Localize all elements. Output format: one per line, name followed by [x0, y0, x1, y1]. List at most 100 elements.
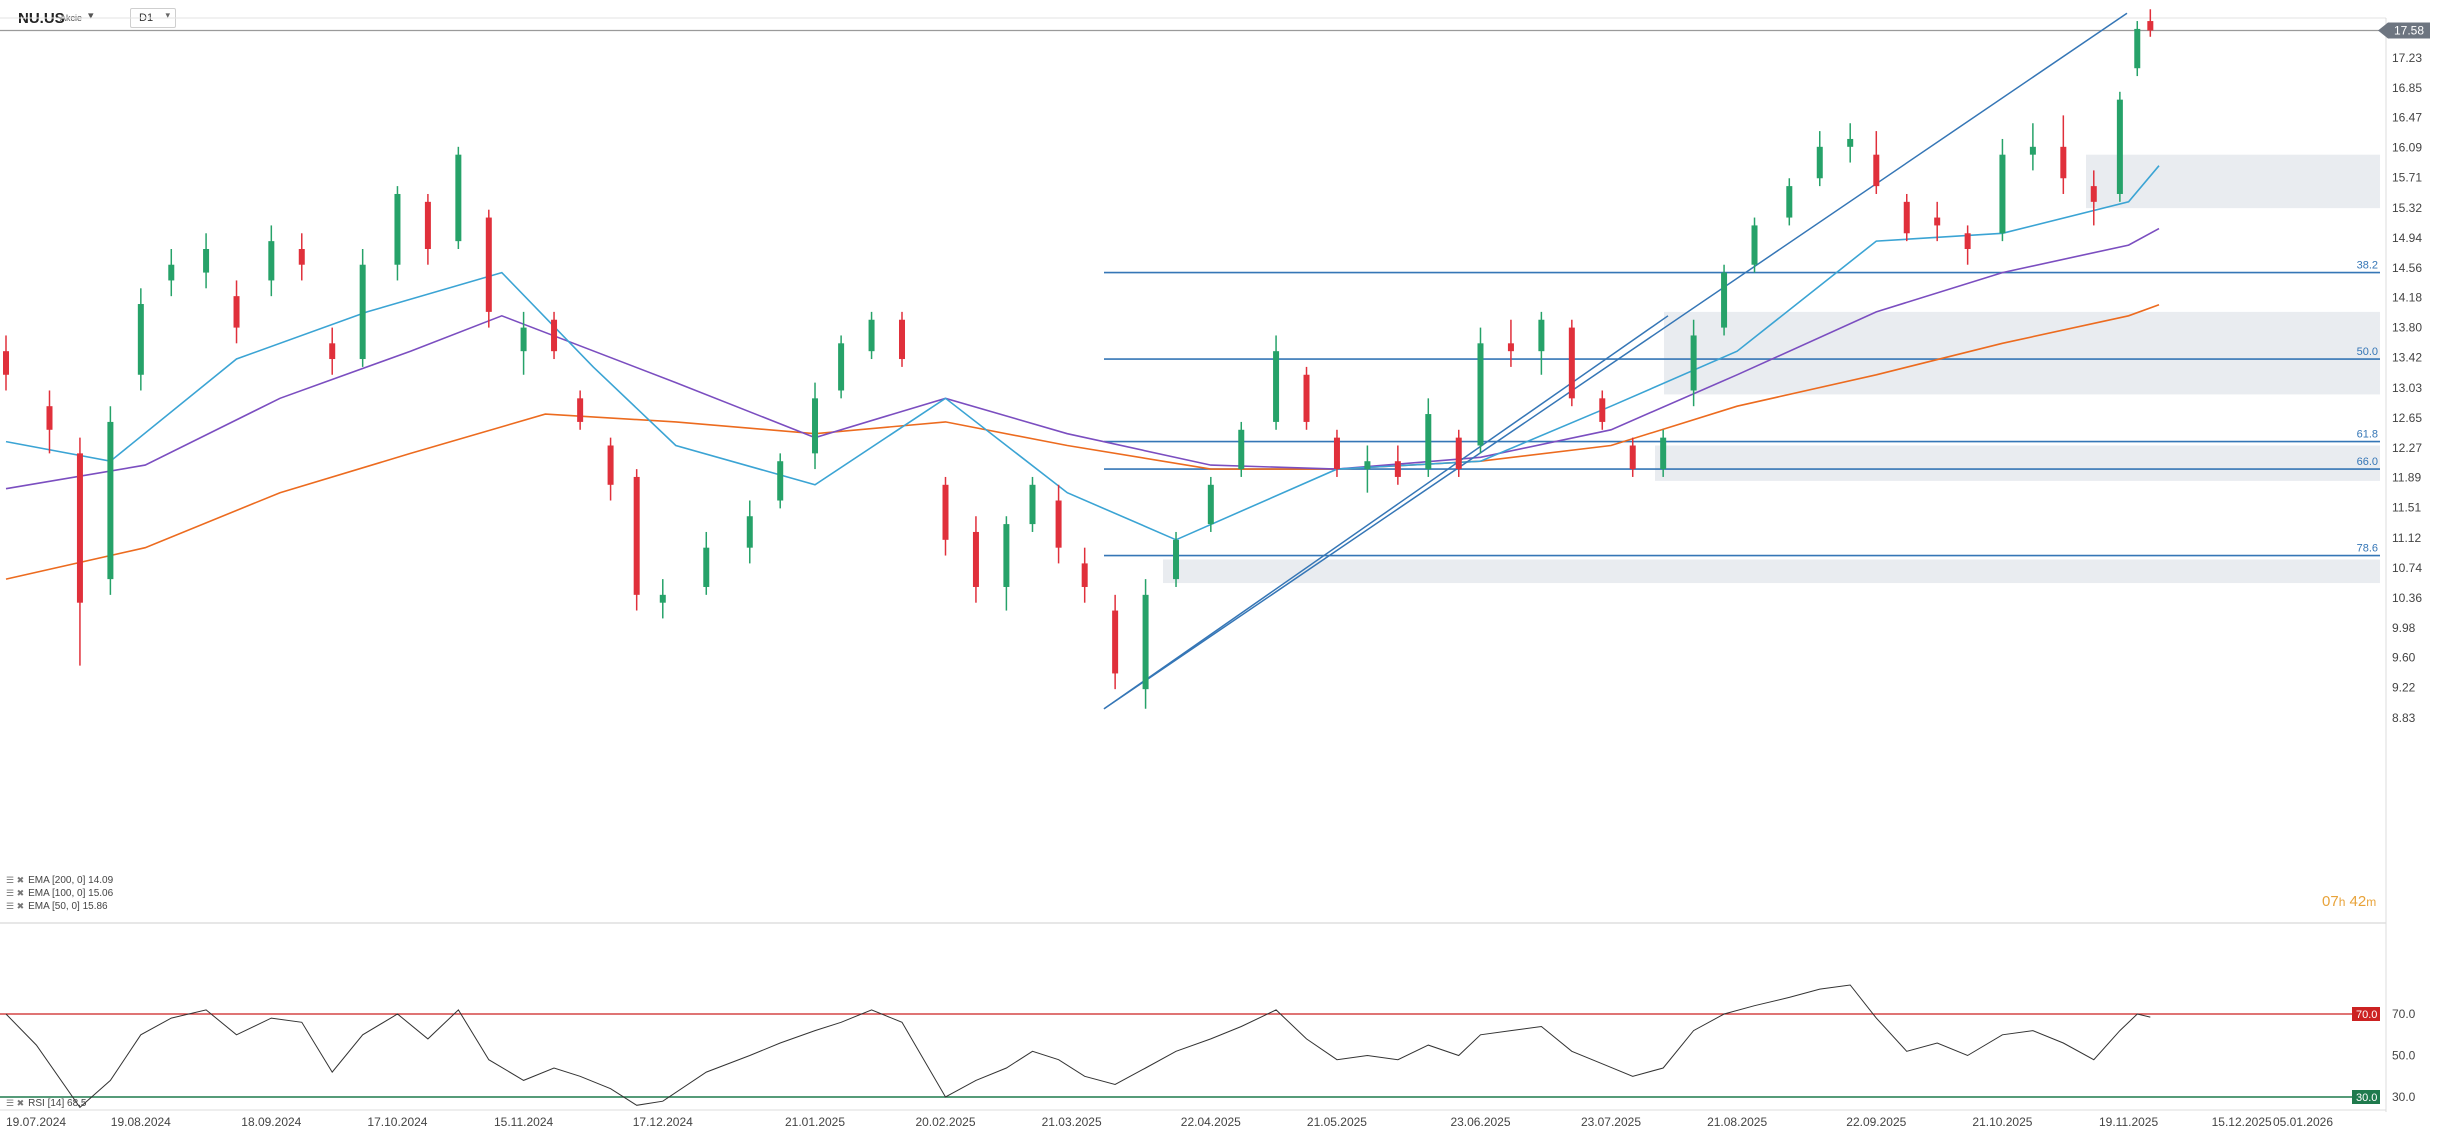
candle-body [1786, 186, 1793, 218]
legend-ema100[interactable]: ☰ ✖ EMA [100, 0] 15.06 [6, 888, 113, 899]
price-axis-label: 14.56 [2392, 261, 2422, 275]
trendline-upper [1103, 12, 2128, 710]
demand-zone [1655, 445, 2380, 481]
date-axis-label: 21.10.2025 [1972, 1115, 2032, 1129]
candle-body [1273, 351, 1280, 422]
legend-rsi[interactable]: ☰ ✖ RSI [14] 68.5 [6, 1098, 87, 1109]
candle-body [1173, 539, 1180, 580]
candle-body [1207, 484, 1214, 525]
settings-icon[interactable]: ☰ ✖ [6, 875, 25, 885]
fib-level-label: 78.6 [2357, 543, 2378, 555]
candle-body [2147, 21, 2154, 31]
price-axis-label: 14.94 [2392, 231, 2422, 245]
rsi-lower-tag [2352, 1090, 2380, 1104]
legend-rsi-label: RSI [14] 68.5 [28, 1098, 87, 1109]
candle-body [1903, 201, 1910, 234]
settings-icon[interactable]: ☰ ✖ [6, 1098, 25, 1108]
candle-body [1333, 437, 1340, 470]
candle-body [1629, 445, 1636, 470]
candle-body [1847, 138, 1854, 147]
candle-body [394, 193, 401, 265]
candle-body [424, 201, 431, 249]
date-axis-label: 19.07.2024 [6, 1115, 66, 1129]
price-axis-label: 10.36 [2392, 591, 2422, 605]
candle-body [298, 248, 305, 265]
date-axis-label: 19.08.2024 [111, 1115, 171, 1129]
date-axis-label: 15.12.2025 [2212, 1115, 2272, 1129]
candle-body [1425, 414, 1432, 470]
candle-body [2060, 146, 2067, 179]
candle-body [1394, 461, 1401, 477]
candle-body [1999, 154, 2006, 234]
fib-level-label: 50.0 [2357, 346, 2378, 358]
legend-ema200-label: EMA [200, 0] 14.09 [28, 875, 114, 886]
candle-body [485, 217, 492, 312]
demand-zone [1163, 559, 2380, 584]
candle-body [1816, 146, 1823, 179]
date-axis-label: 22.09.2025 [1846, 1115, 1906, 1129]
rsi-axis-label: 50.0 [2392, 1049, 2416, 1063]
candle-body [1029, 484, 1036, 525]
date-axis-label: 23.06.2025 [1450, 1115, 1510, 1129]
settings-icon[interactable]: ☰ ✖ [6, 888, 25, 898]
rsi-upper-value: 70.0 [2356, 1009, 2377, 1021]
candle-body [1690, 335, 1697, 391]
candle-body [2116, 99, 2123, 194]
price-axis-label: 17.23 [2392, 51, 2422, 65]
candle-body [455, 154, 462, 242]
candle-body [1003, 524, 1010, 587]
date-axis-label: 22.04.2025 [1181, 1115, 1241, 1129]
date-axis-label: 21.08.2025 [1707, 1115, 1767, 1129]
date-axis-label: 19.11.2025 [2099, 1115, 2158, 1129]
price-axis-label: 16.85 [2392, 81, 2422, 95]
candle-body [1964, 233, 1971, 249]
candle-body [1364, 461, 1371, 470]
price-axis-label: 13.42 [2392, 350, 2422, 364]
price-axis-label: 15.32 [2392, 201, 2422, 215]
candle-body [838, 343, 845, 391]
candle-body [1660, 437, 1667, 470]
date-axis-label: 21.03.2025 [1042, 1115, 1102, 1129]
rsi-lower-value: 30.0 [2356, 1092, 2377, 1104]
price-axis-label: 11.89 [2392, 471, 2421, 485]
candle-body [203, 248, 210, 273]
legend-ema200[interactable]: ☰ ✖ EMA [200, 0] 14.09 [6, 875, 113, 886]
candle-body [1238, 429, 1245, 470]
price-axis-label: 13.80 [2392, 321, 2422, 335]
legend-ema50[interactable]: ☰ ✖ EMA [50, 0] 15.86 [6, 901, 108, 912]
candle-body [1873, 154, 1880, 187]
candle-body [2029, 146, 2036, 155]
candle-body [972, 531, 979, 587]
price-axis-label: 10.74 [2392, 561, 2422, 575]
settings-icon[interactable]: ☰ ✖ [6, 901, 25, 911]
candle-body [1455, 437, 1462, 470]
date-axis-label: 17.10.2024 [367, 1115, 427, 1129]
countdown-h: h [2338, 895, 2346, 909]
symbol-dropdown-icon[interactable]: ▾ [88, 10, 94, 22]
countdown-minutes: 42 [2349, 893, 2367, 910]
candle-body [233, 296, 240, 328]
candle-body [168, 264, 175, 281]
trendline-lower [1103, 315, 1669, 710]
price-axis-label: 16.47 [2392, 111, 2422, 125]
fib-level-label: 38.2 [2357, 260, 2378, 272]
candle-body [659, 594, 666, 603]
candle-body [1303, 374, 1310, 422]
candle-body [1142, 594, 1149, 690]
candle-body [1055, 500, 1062, 548]
candle-body [1081, 563, 1088, 587]
candle-body [899, 319, 906, 360]
price-axis-label: 13.03 [2392, 381, 2422, 395]
price-axis-label: 12.27 [2392, 441, 2422, 455]
candle-body [520, 327, 527, 352]
price-axis-label: 14.18 [2392, 291, 2422, 305]
demand-zone [2086, 154, 2380, 209]
candle-body [107, 421, 114, 580]
countdown-hours: 07 [2322, 893, 2339, 910]
ema200-line [5, 304, 2160, 580]
candle-body [1112, 610, 1119, 674]
candle-body [1568, 327, 1575, 399]
fib-level-label: 66.0 [2357, 456, 2378, 468]
candle-body [46, 406, 53, 430]
